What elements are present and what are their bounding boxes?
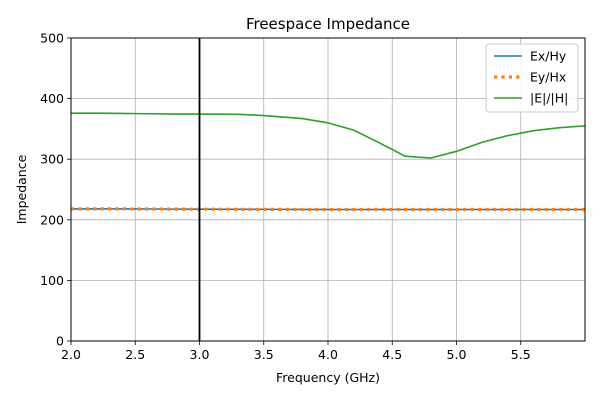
y-tick-label: 300 bbox=[40, 152, 64, 167]
x-tick-label: 4.5 bbox=[382, 347, 402, 362]
legend-label-0: Ex/Hy bbox=[530, 49, 567, 64]
y-axis-label: Impedance bbox=[14, 154, 29, 224]
legend-label-1: Ey/Hx bbox=[530, 70, 566, 85]
x-tick-label: 4.0 bbox=[318, 347, 338, 362]
y-tick-label: 400 bbox=[40, 91, 64, 106]
x-tick-label: 5.0 bbox=[447, 347, 467, 362]
legend-label-2: |E|/|H| bbox=[530, 91, 568, 106]
x-tick-label: 3.0 bbox=[190, 347, 210, 362]
series-line-2 bbox=[71, 112, 586, 159]
legend: Ex/Hy Ey/Hx |E|/|H| bbox=[485, 43, 579, 113]
x-tick-label: 2.5 bbox=[125, 347, 145, 362]
series-layer bbox=[71, 112, 586, 212]
x-axis-label: Frequency (GHz) bbox=[276, 370, 380, 385]
y-tick-label: 0 bbox=[56, 334, 64, 349]
legend-box bbox=[485, 43, 579, 113]
y-tick-label: 200 bbox=[40, 212, 64, 227]
x-tick-label: 5.5 bbox=[511, 347, 531, 362]
series-line-0 bbox=[71, 208, 585, 211]
y-tick-label: 500 bbox=[40, 31, 64, 46]
chart-title: Freespace Impedance bbox=[246, 15, 410, 33]
y-tick-label: 100 bbox=[40, 273, 64, 288]
x-tick-label: 2.0 bbox=[61, 347, 81, 362]
x-tick-label: 3.5 bbox=[254, 347, 274, 362]
tick-layer: 2.0 2.5 3.0 3.5 4.0 4.5 5.0 5.5 0 100 200 300 400 500 bbox=[40, 31, 531, 363]
